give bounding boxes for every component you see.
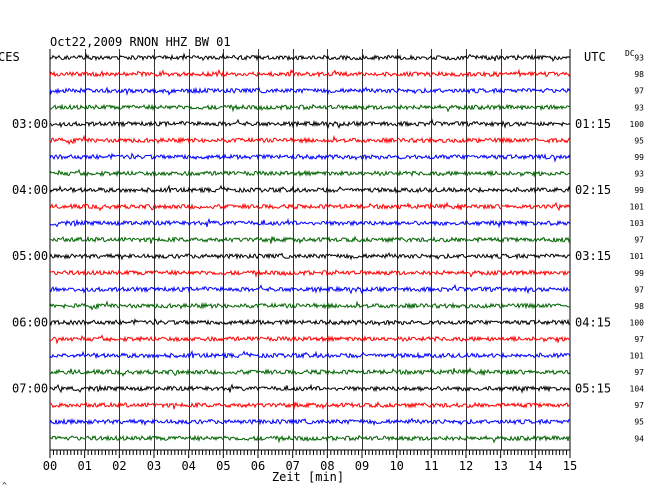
dc-value-12: 101 bbox=[630, 252, 645, 261]
dc-value-15: 98 bbox=[634, 302, 644, 311]
trace-1 bbox=[49, 68, 571, 79]
trace-16 bbox=[49, 317, 571, 327]
corner-mark: ^ bbox=[2, 481, 7, 490]
x-tick-label-13: 13 bbox=[493, 459, 507, 473]
dc-value-13: 99 bbox=[634, 269, 644, 278]
trace-20 bbox=[49, 383, 571, 394]
trace-10 bbox=[49, 217, 571, 229]
x-tick-label-5: 05 bbox=[216, 459, 230, 473]
right-timezone-label: UTC bbox=[584, 50, 606, 64]
left-time-label-2: 05:00 bbox=[12, 249, 48, 263]
x-tick-label-7: 07 bbox=[285, 459, 299, 473]
dc-value-4: 100 bbox=[630, 120, 645, 129]
chart-title: Oct22,2009 RNON HHZ BW 01 bbox=[50, 35, 231, 49]
right-time-label-3: 04:15 bbox=[575, 315, 611, 329]
left-time-label-1: 04:00 bbox=[12, 183, 48, 197]
right-time-label-4: 05:15 bbox=[575, 382, 611, 396]
dc-value-3: 93 bbox=[634, 103, 644, 112]
dc-header: DC bbox=[625, 49, 635, 58]
trace-11 bbox=[49, 235, 571, 245]
dc-value-10: 103 bbox=[630, 219, 645, 228]
trace-2 bbox=[49, 86, 571, 97]
trace-7 bbox=[49, 168, 571, 178]
dc-value-1: 98 bbox=[634, 70, 644, 79]
dc-value-2: 97 bbox=[634, 87, 644, 96]
dc-value-7: 93 bbox=[634, 169, 644, 178]
dc-value-6: 99 bbox=[634, 153, 644, 162]
dc-value-17: 97 bbox=[634, 335, 644, 344]
x-tick-label-8: 08 bbox=[320, 459, 334, 473]
x-tick-label-12: 12 bbox=[459, 459, 473, 473]
trace-19 bbox=[49, 367, 571, 377]
x-tick-label-11: 11 bbox=[424, 459, 438, 473]
trace-0 bbox=[49, 52, 571, 63]
dc-value-11: 97 bbox=[634, 236, 644, 245]
trace-5 bbox=[49, 134, 571, 146]
dc-value-22: 95 bbox=[634, 418, 644, 427]
x-tick-label-0: 00 bbox=[43, 459, 57, 473]
right-time-label-1: 02:15 bbox=[575, 183, 611, 197]
dc-value-19: 97 bbox=[634, 368, 644, 377]
dc-value-0: 93 bbox=[634, 54, 644, 63]
dc-value-8: 99 bbox=[634, 186, 644, 195]
trace-23 bbox=[49, 434, 571, 444]
grid-lines bbox=[85, 49, 536, 450]
x-tick-label-15: 15 bbox=[563, 459, 577, 473]
dc-value-9: 101 bbox=[630, 203, 645, 212]
trace-8 bbox=[49, 184, 571, 194]
x-tick-label-1: 01 bbox=[77, 459, 91, 473]
left-time-label-0: 03:00 bbox=[12, 117, 48, 131]
x-tick-label-3: 03 bbox=[147, 459, 161, 473]
x-tick-label-9: 09 bbox=[355, 459, 369, 473]
right-time-label-0: 01:15 bbox=[575, 117, 611, 131]
trace-13 bbox=[49, 268, 571, 279]
x-tick-label-4: 04 bbox=[181, 459, 195, 473]
trace-15 bbox=[49, 300, 571, 311]
dc-value-21: 97 bbox=[634, 401, 644, 410]
dc-value-18: 101 bbox=[630, 352, 645, 361]
trace-18 bbox=[49, 349, 571, 360]
dc-value-16: 100 bbox=[630, 318, 645, 327]
trace-22 bbox=[49, 417, 571, 427]
left-time-labels: 03:00 04:00 05:00 06:00 07:00 bbox=[12, 117, 48, 396]
trace-12 bbox=[49, 252, 571, 261]
right-time-labels: 01:15 02:15 03:15 04:15 05:15 bbox=[575, 117, 611, 396]
left-timezone-label: CES bbox=[0, 50, 20, 64]
trace-17 bbox=[49, 334, 571, 345]
x-tick-label-10: 10 bbox=[389, 459, 403, 473]
x-tick-label-6: 06 bbox=[251, 459, 265, 473]
trace-4 bbox=[49, 118, 571, 129]
x-axis: 00 01 02 03 04 05 06 07 08 09 10 11 12 13 14 15 bbox=[43, 450, 577, 473]
trace-3 bbox=[49, 103, 571, 113]
dc-value-23: 94 bbox=[634, 434, 644, 443]
left-time-label-3: 06:00 bbox=[12, 315, 48, 329]
trace-6 bbox=[49, 152, 571, 163]
x-axis-label: Zeit [min] bbox=[272, 470, 344, 484]
trace-9 bbox=[49, 201, 571, 212]
traces bbox=[49, 52, 571, 444]
trace-21 bbox=[49, 400, 571, 410]
dc-value-labels: 93 98 97 93 100 95 99 93 99 101 103 97 101 99 97 98 100 9… bbox=[630, 54, 645, 444]
dc-value-20: 104 bbox=[630, 385, 645, 394]
trace-14 bbox=[49, 283, 571, 295]
dc-value-5: 95 bbox=[634, 136, 644, 145]
right-time-label-2: 03:15 bbox=[575, 249, 611, 263]
x-tick-label-2: 02 bbox=[112, 459, 126, 473]
left-time-label-4: 07:00 bbox=[12, 382, 48, 396]
dc-value-14: 97 bbox=[634, 285, 644, 294]
x-tick-label-14: 14 bbox=[528, 459, 542, 473]
